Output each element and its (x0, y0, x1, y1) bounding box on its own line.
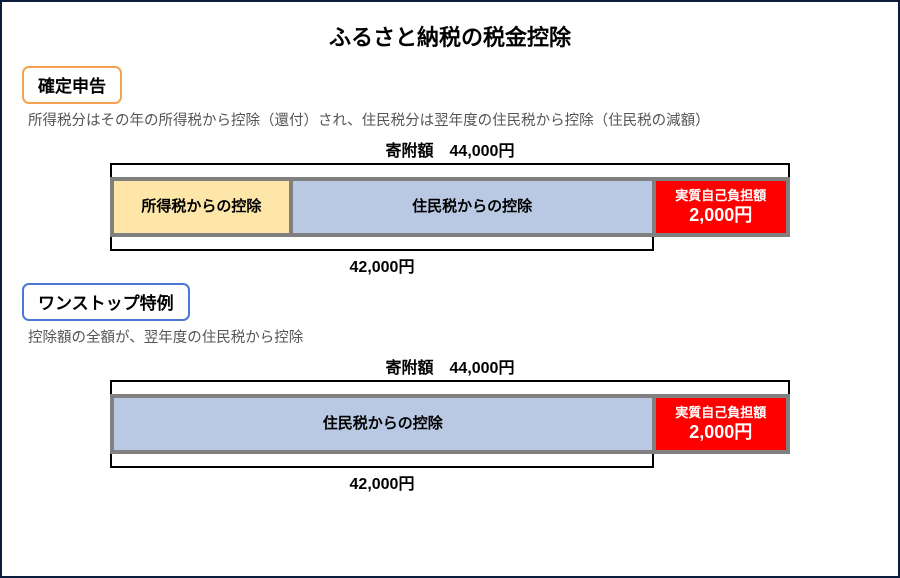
bottom-bracket-label-1: 42,000円 (110, 253, 654, 277)
segment-value: 2,000円 (689, 421, 752, 444)
bar-segment: 実質自己負担額2,000円 (652, 181, 786, 233)
chart-kakutei: 寄附額 44,000円 所得税からの控除 住民税からの控除 実質自己負担額2,000… (110, 137, 790, 277)
bar-segment: 住民税からの控除 (114, 398, 652, 450)
bar-segment: 住民税からの控除 (289, 181, 652, 233)
desc-kakutei: 所得税分はその年の所得税から控除（還付）され、住民税分は翌年度の住民税から控除（… (28, 110, 878, 133)
bottom-bracket-label-2: 42,000円 (110, 470, 654, 494)
bar-segment: 実質自己負担額2,000円 (652, 398, 786, 450)
segment-value: 2,000円 (689, 204, 752, 227)
bottom-bracket-1 (110, 237, 654, 251)
section-kakutei: 確定申告 所得税分はその年の所得税から控除（還付）され、住民税分は翌年度の住民税… (22, 66, 878, 277)
top-bracket-label-2: 寄附額 44,000円 (110, 354, 790, 378)
tag-onestop: ワンストップ特例 (22, 283, 190, 321)
top-bracket-2 (110, 380, 790, 394)
chart-onestop: 寄附額 44,000円 住民税からの控除 実質自己負担額2,000円 42,000… (110, 354, 790, 494)
bottom-bracket-2 (110, 454, 654, 468)
top-bracket-label-1: 寄附額 44,000円 (110, 137, 790, 161)
desc-onestop: 控除額の全額が、翌年度の住民税から控除 (28, 327, 878, 350)
section-onestop: ワンストップ特例 控除額の全額が、翌年度の住民税から控除 寄附額 44,000円… (22, 283, 878, 494)
top-bracket-1 (110, 163, 790, 177)
bar-kakutei: 所得税からの控除 住民税からの控除 実質自己負担額2,000円 (110, 177, 790, 237)
bar-onestop: 住民税からの控除 実質自己負担額2,000円 (110, 394, 790, 454)
segment-label: 実質自己負担額 (675, 188, 766, 204)
tag-kakutei: 確定申告 (22, 66, 122, 104)
segment-label: 実質自己負担額 (675, 405, 766, 421)
segment-label: 住民税からの控除 (412, 198, 532, 217)
segment-label: 所得税からの控除 (141, 198, 261, 217)
page-title: ふるさと納税の税金控除 (22, 20, 878, 52)
bar-segment: 所得税からの控除 (114, 181, 289, 233)
segment-label: 住民税からの控除 (323, 415, 443, 434)
